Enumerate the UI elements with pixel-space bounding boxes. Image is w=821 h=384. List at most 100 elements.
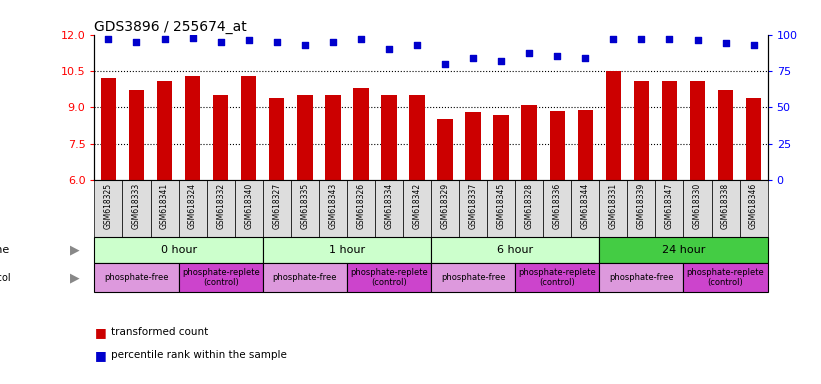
Bar	[712, 180, 740, 237]
Text: GSM618329: GSM618329	[441, 183, 450, 229]
Bar	[459, 180, 487, 237]
Text: GSM618325: GSM618325	[104, 183, 113, 229]
Point	[607, 36, 620, 42]
Point	[158, 36, 171, 42]
Text: GSM618336: GSM618336	[553, 183, 562, 229]
Bar	[179, 180, 207, 237]
Bar	[683, 180, 712, 237]
Text: phosphate-free: phosphate-free	[609, 273, 674, 282]
Bar	[403, 180, 431, 237]
Text: GSM618343: GSM618343	[328, 183, 337, 229]
Point	[719, 40, 732, 46]
Text: GSM618345: GSM618345	[497, 183, 506, 229]
Bar	[740, 180, 768, 237]
Text: GSM618335: GSM618335	[300, 183, 310, 229]
Bar	[599, 180, 627, 237]
Point	[663, 36, 676, 42]
Text: phosphate-replete
(control): phosphate-replete (control)	[181, 268, 259, 287]
Bar	[381, 95, 397, 180]
Bar	[718, 90, 733, 180]
Bar	[544, 180, 571, 237]
Bar	[263, 237, 431, 263]
Text: ▶: ▶	[70, 271, 80, 284]
Bar	[129, 90, 144, 180]
Bar	[179, 263, 263, 292]
Text: phosphate-free: phosphate-free	[441, 273, 506, 282]
Text: time: time	[0, 245, 11, 255]
Text: GSM618324: GSM618324	[188, 183, 197, 229]
Text: phosphate-free: phosphate-free	[273, 273, 337, 282]
Point	[242, 37, 255, 43]
Point	[523, 50, 536, 56]
Bar	[347, 263, 431, 292]
Text: GSM618344: GSM618344	[580, 183, 589, 229]
Point	[747, 42, 760, 48]
Bar	[571, 180, 599, 237]
Text: percentile rank within the sample: percentile rank within the sample	[111, 350, 287, 360]
Text: GSM618331: GSM618331	[609, 183, 618, 229]
Text: GSM618337: GSM618337	[469, 183, 478, 229]
Point	[102, 36, 115, 42]
Point	[635, 36, 648, 42]
Bar	[466, 112, 481, 180]
Text: GSM618332: GSM618332	[216, 183, 225, 229]
Bar	[241, 76, 256, 180]
Bar	[375, 180, 403, 237]
Point	[438, 61, 452, 67]
Point	[186, 35, 200, 41]
Bar	[431, 237, 599, 263]
Bar	[549, 111, 565, 180]
Text: GSM618334: GSM618334	[384, 183, 393, 229]
Bar	[431, 263, 516, 292]
Bar	[207, 180, 235, 237]
Point	[410, 42, 424, 48]
Text: GSM618326: GSM618326	[356, 183, 365, 229]
Text: transformed count: transformed count	[111, 327, 208, 337]
Bar	[487, 180, 516, 237]
Text: GSM618338: GSM618338	[721, 183, 730, 229]
Bar	[185, 76, 200, 180]
Bar	[599, 263, 683, 292]
Bar	[438, 119, 452, 180]
Bar	[297, 95, 313, 180]
Bar	[634, 81, 649, 180]
Text: GSM618346: GSM618346	[749, 183, 758, 229]
Text: ■: ■	[94, 326, 106, 339]
Bar	[578, 110, 593, 180]
Bar	[655, 180, 683, 237]
Bar	[516, 263, 599, 292]
Bar	[213, 95, 228, 180]
Bar	[94, 263, 179, 292]
Bar	[150, 180, 179, 237]
Point	[270, 39, 283, 45]
Bar	[94, 237, 263, 263]
Point	[466, 55, 479, 61]
Bar	[263, 263, 347, 292]
Text: phosphate-replete
(control): phosphate-replete (control)	[350, 268, 428, 287]
Bar	[94, 180, 122, 237]
Point	[214, 39, 227, 45]
Bar	[235, 180, 263, 237]
Bar	[690, 81, 705, 180]
Text: ■: ■	[94, 349, 106, 362]
Bar	[627, 180, 655, 237]
Text: GSM618347: GSM618347	[665, 183, 674, 229]
Bar	[122, 180, 150, 237]
Bar	[353, 88, 369, 180]
Text: GSM618328: GSM618328	[525, 183, 534, 229]
Text: 6 hour: 6 hour	[497, 245, 534, 255]
Point	[551, 53, 564, 60]
Text: GSM618340: GSM618340	[244, 183, 253, 229]
Text: GSM618339: GSM618339	[637, 183, 646, 229]
Text: GSM618327: GSM618327	[273, 183, 282, 229]
Bar	[599, 237, 768, 263]
Point	[298, 42, 311, 48]
Text: ▶: ▶	[70, 244, 80, 257]
Point	[494, 58, 507, 64]
Bar	[319, 180, 347, 237]
Point	[383, 46, 396, 52]
Text: 24 hour: 24 hour	[662, 245, 705, 255]
Bar	[325, 95, 341, 180]
Text: GDS3896 / 255674_at: GDS3896 / 255674_at	[94, 20, 247, 33]
Text: 0 hour: 0 hour	[160, 245, 197, 255]
